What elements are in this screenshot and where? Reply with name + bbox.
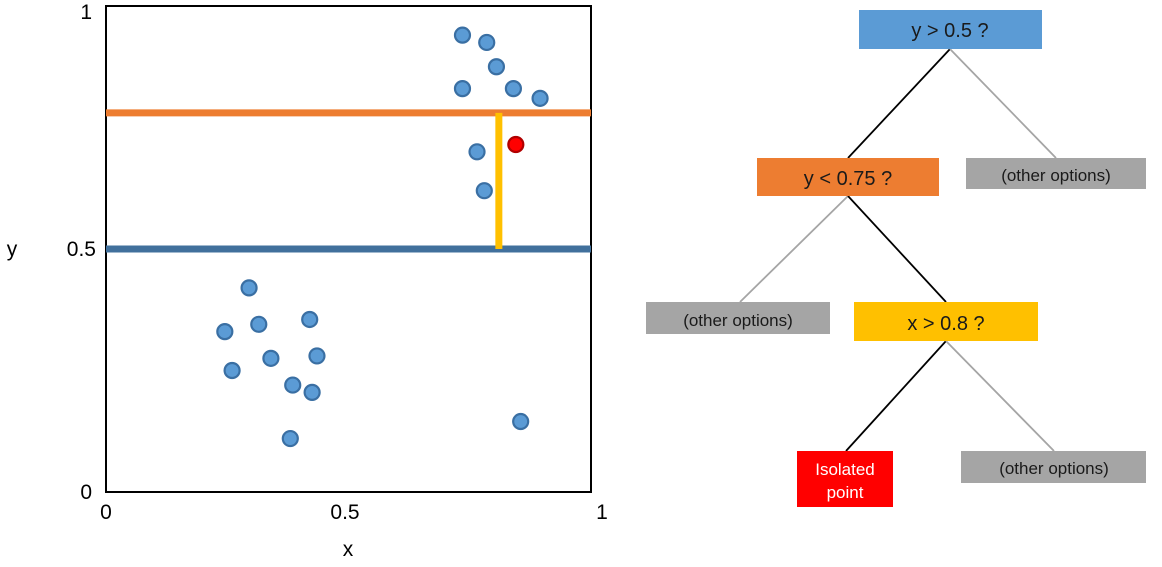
data-point-16 xyxy=(284,376,302,394)
edge-root-to-other xyxy=(949,48,1057,159)
decision-tree: y > 0.5 ? (other options) y < 0.75 ? (ot… xyxy=(646,10,1146,507)
split-lines xyxy=(106,109,591,253)
data-point-11 xyxy=(250,315,268,333)
node-isolated-label-line2: point xyxy=(827,483,864,502)
node-other-level2-label: (other options) xyxy=(683,311,793,330)
edge-level3-to-isolated xyxy=(845,340,947,452)
edge-level3-to-other xyxy=(945,340,1055,452)
node-other-root xyxy=(966,158,1146,189)
data-point-6 xyxy=(531,89,549,107)
isolated-point xyxy=(507,135,525,154)
node-isolated-label-line1: Isolated xyxy=(815,460,875,479)
edge-root-to-level2 xyxy=(847,48,951,159)
data-point-8 xyxy=(475,182,493,200)
node-root xyxy=(859,10,1042,49)
node-isolated xyxy=(797,451,893,507)
data-point-7 xyxy=(468,143,486,161)
y-tick-1: 1 xyxy=(80,1,92,24)
node-root-label: y > 0.5 ? xyxy=(911,20,988,42)
node-level3-label: x > 0.8 ? xyxy=(907,313,984,335)
data-point-18 xyxy=(281,429,299,448)
y-tick-0.5: 0.5 xyxy=(67,238,96,261)
node-other-level3 xyxy=(961,451,1146,483)
data-point-15 xyxy=(308,347,326,365)
node-level2-label: y < 0.75 ? xyxy=(804,168,892,190)
node-other-level3-label: (other options) xyxy=(999,459,1109,478)
data-point-1 xyxy=(453,26,472,44)
data-point-14 xyxy=(262,349,280,367)
x-tick-1: 1 xyxy=(596,501,608,524)
data-point-17 xyxy=(303,383,321,401)
node-other-root-label: (other options) xyxy=(1001,166,1111,185)
data-point-13 xyxy=(223,361,241,380)
scatter-plot: 1 0.5 0 0 0.5 1 x y xyxy=(7,1,608,561)
data-point-4 xyxy=(453,80,472,98)
data-point-9 xyxy=(240,279,258,297)
edge-level2-to-level3 xyxy=(847,195,947,303)
x-tick-0: 0 xyxy=(100,501,112,524)
data-point-3 xyxy=(487,58,506,76)
data-point-19 xyxy=(512,412,530,431)
data-point-12 xyxy=(301,310,319,329)
y-axis-label: y xyxy=(7,238,18,261)
data-point-2 xyxy=(478,33,496,52)
data-point-5 xyxy=(504,80,523,98)
edge-level2-to-other xyxy=(739,195,849,303)
node-other-level2 xyxy=(646,302,830,334)
x-axis-label: x xyxy=(343,538,354,561)
y-tick-0: 0 xyxy=(80,481,92,504)
points-layer xyxy=(216,26,549,448)
x-tick-0.5: 0.5 xyxy=(330,501,359,524)
node-level2 xyxy=(757,158,939,196)
data-point-10 xyxy=(216,323,234,341)
node-level3 xyxy=(854,302,1038,341)
